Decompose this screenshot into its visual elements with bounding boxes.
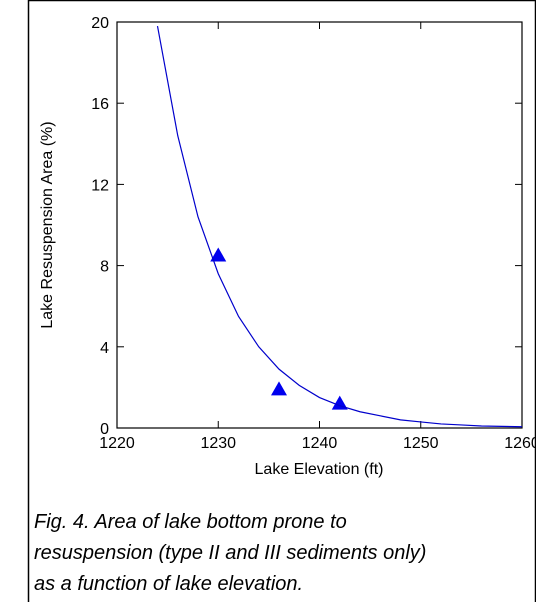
y-tick-label: 0 [100, 421, 109, 438]
caption-line: resuspension (type II and III sediments … [34, 542, 426, 564]
y-tick-label: 12 [91, 177, 109, 194]
data-point [210, 247, 227, 262]
fit-curve [156, 25, 523, 428]
y-tick-label: 20 [91, 15, 109, 32]
x-tick-label: 1240 [302, 435, 338, 452]
plot-frame [116, 21, 523, 429]
y-tick-label: 8 [100, 259, 109, 276]
x-axis-label: Lake Elevation (ft) [255, 461, 384, 478]
x-tick-label: 1230 [200, 435, 236, 452]
caption-line: as a function of lake elevation. [34, 573, 303, 595]
y-tick-label: 4 [100, 340, 109, 357]
data-point [271, 381, 287, 396]
caption-line: Fig. 4. Area of lake bottom prone to [34, 511, 347, 533]
y-tick-label: 16 [91, 96, 109, 113]
x-tick-label: 1250 [403, 435, 439, 452]
x-tick-label: 1260 [504, 435, 536, 452]
data-point [331, 395, 348, 410]
y-axis-label: Lake Resuspension Area (%) [39, 121, 56, 328]
x-tick-label: 1220 [99, 435, 135, 452]
